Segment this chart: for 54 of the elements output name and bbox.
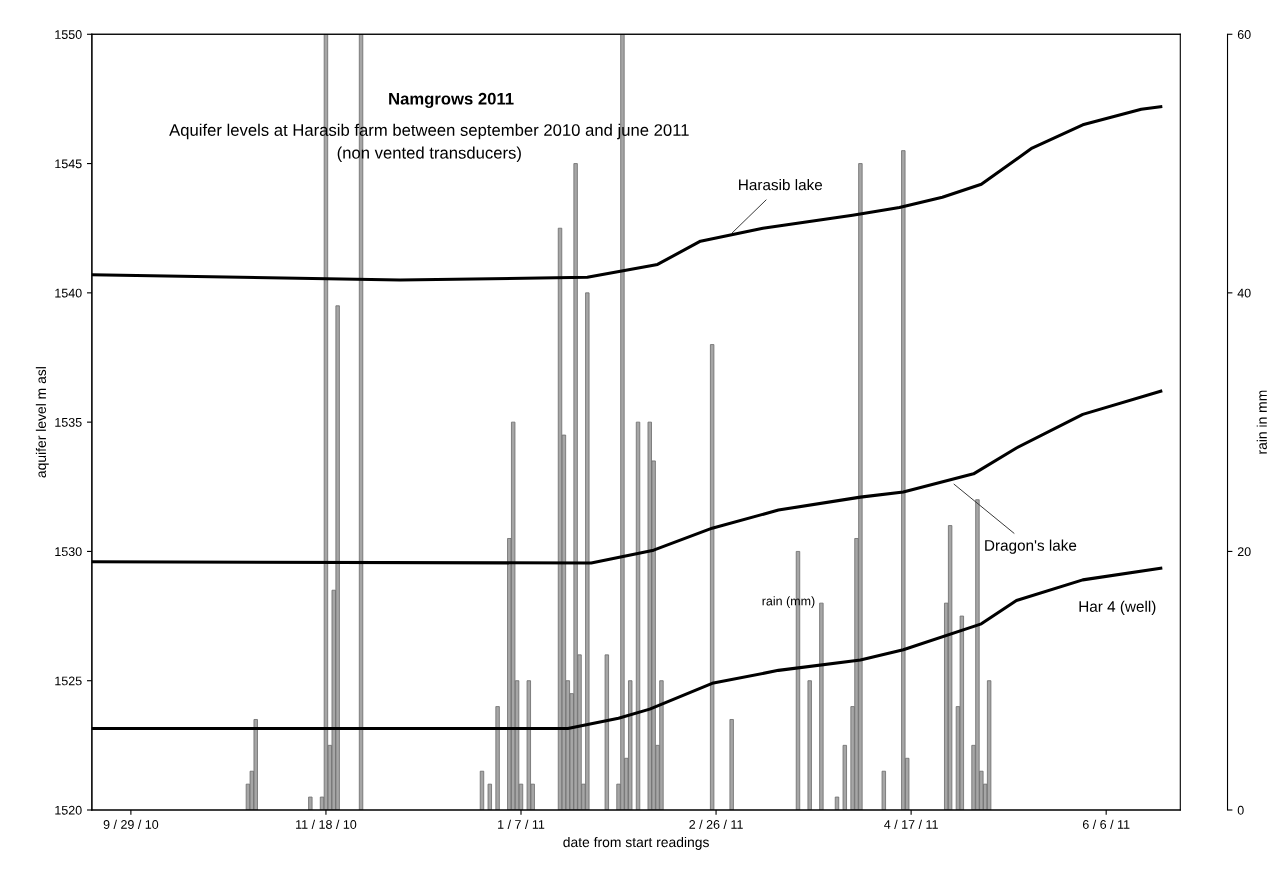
y-tick-label: 1545: [55, 159, 82, 169]
bar: [959, 615, 965, 810]
y2-axis-title: rain in mm: [1256, 390, 1267, 454]
bar: [585, 292, 590, 810]
bar: [901, 150, 906, 810]
bar: [308, 796, 313, 810]
bar: [335, 305, 340, 810]
annotation: Dragon's lake: [985, 539, 1077, 554]
bar: [858, 163, 863, 810]
x-axis-title: date from start readings: [563, 836, 709, 850]
bar: [807, 680, 812, 810]
bar: [573, 163, 578, 810]
bar: [647, 421, 652, 810]
bar: [975, 499, 980, 810]
y-tick-label: 1530: [55, 547, 82, 557]
y2-tick-label: 60: [1237, 30, 1251, 39]
bar: [709, 344, 715, 810]
y-tick-label: 1535: [55, 417, 82, 427]
x-tick-label: 4 / 17 / 11: [884, 819, 938, 829]
y-tick-label: 1520: [55, 805, 82, 815]
bar: [495, 706, 500, 810]
bar: [487, 783, 492, 810]
y2-tick-label: 40: [1237, 288, 1251, 298]
x-tick-label: 1 / 7 / 11: [498, 819, 545, 829]
annotation: rain (mm): [762, 596, 815, 608]
bar: [604, 654, 609, 810]
text: Aquifer levels at Harasib farm between september 2010 and june 2011 (non vented transducers): [169, 123, 689, 163]
text: Namgrows 2011: [389, 92, 514, 108]
bar: [253, 719, 258, 810]
x-tick-label: 2 / 26 / 11: [689, 819, 743, 829]
bar: [729, 719, 734, 810]
x-tick-label: 6 / 6 / 11: [1082, 819, 1130, 829]
y2-tick-label: 0: [1237, 805, 1244, 815]
bar: [881, 770, 886, 810]
bar: [635, 421, 641, 810]
bar: [526, 680, 531, 810]
x-tick-label: 11 / 18 / 10: [296, 819, 357, 829]
bar: [947, 525, 953, 810]
bar: [628, 680, 633, 810]
bar: [842, 744, 847, 810]
y-tick-label: 1550: [55, 30, 82, 39]
annotation: Harasib lake: [739, 179, 823, 191]
bar: [659, 680, 664, 810]
bar: [557, 227, 563, 810]
x-tick-label: 9 / 29 / 10: [103, 819, 159, 829]
bar: [986, 680, 992, 810]
y-tick-label: 1525: [55, 676, 82, 686]
bar: [819, 602, 824, 810]
bar: [834, 796, 840, 810]
y-axis-title: aquifer level m asl: [35, 367, 49, 478]
annotation: Har 4 (well): [1079, 600, 1156, 615]
bar: [511, 421, 516, 810]
y-tick-label: 1540: [55, 288, 82, 298]
y2-tick-label: 20: [1237, 547, 1251, 557]
